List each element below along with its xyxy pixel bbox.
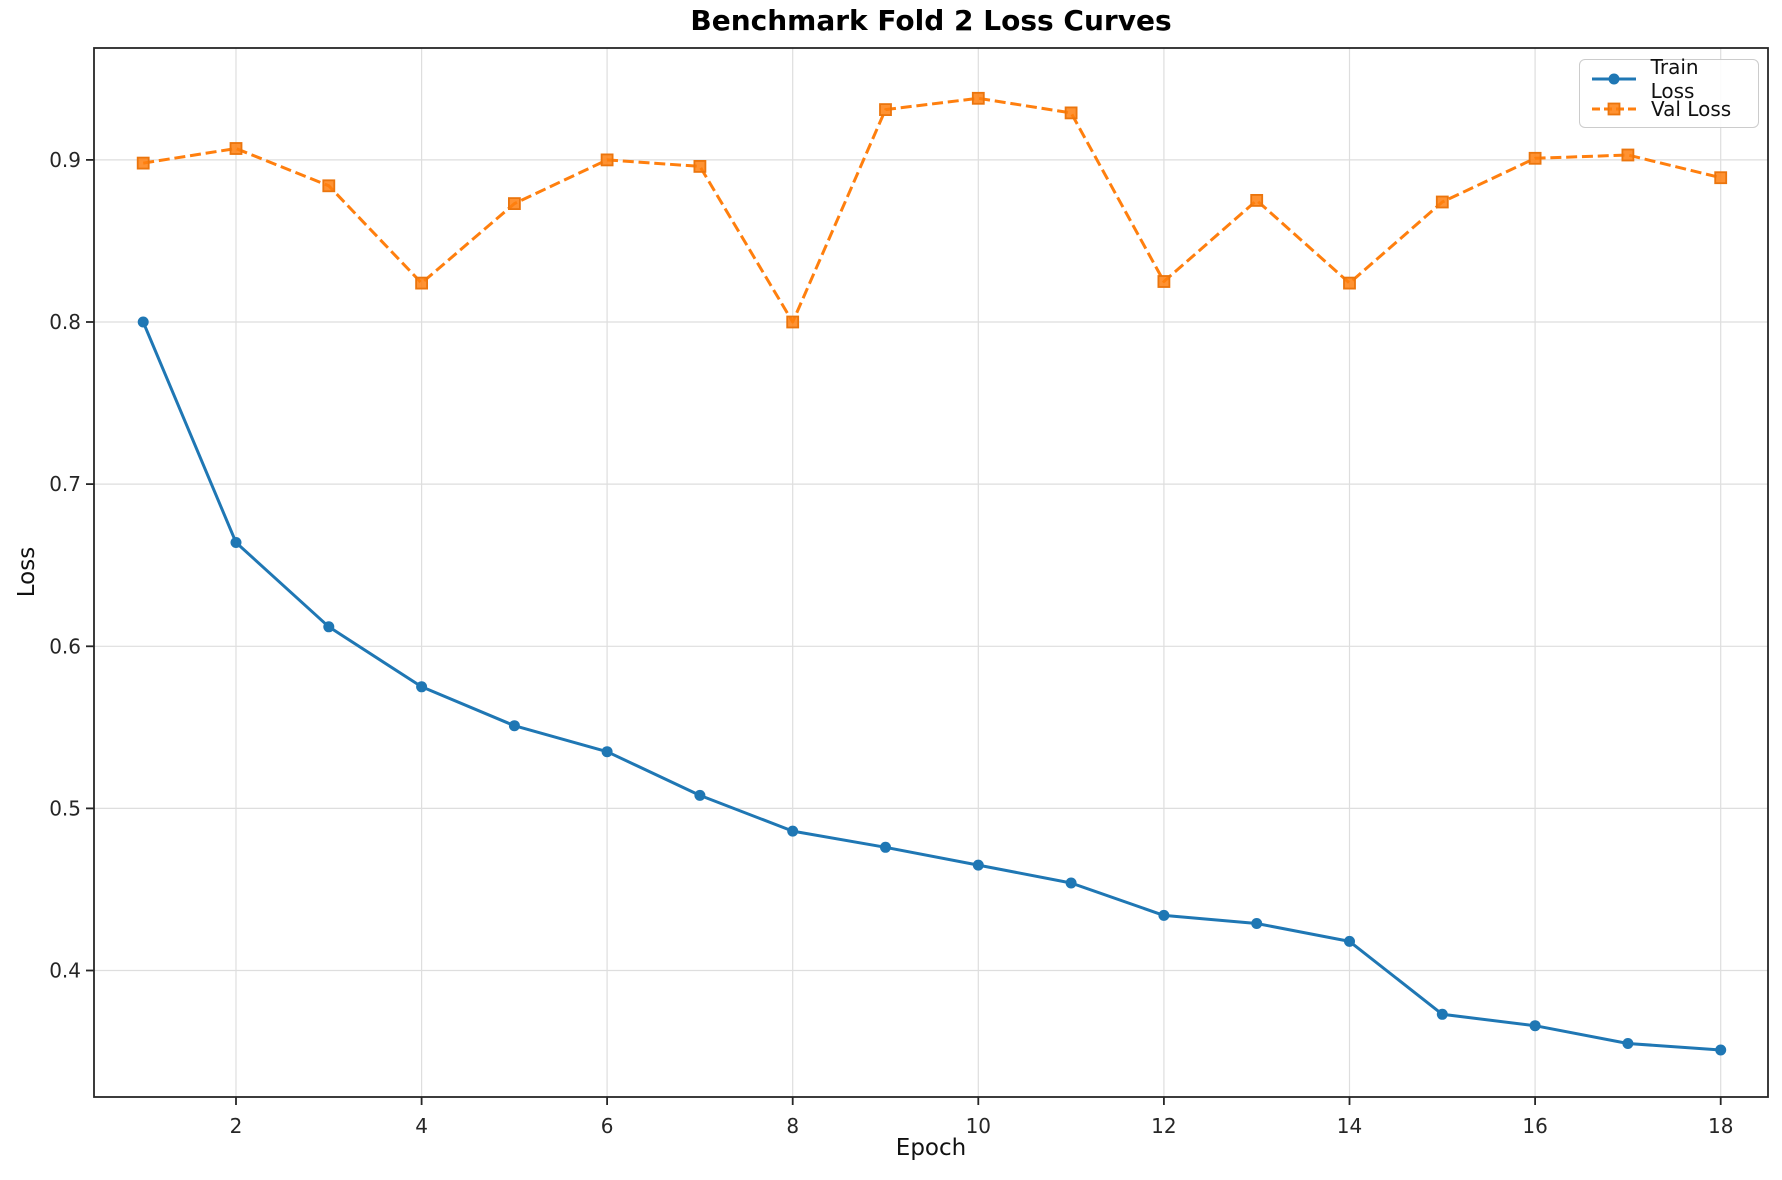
svg-text:0.6: 0.6 <box>49 634 81 658</box>
chart-title: Benchmark Fold 2 Loss Curves <box>690 4 1172 37</box>
gridlines <box>94 48 1768 1097</box>
svg-text:14: 14 <box>1337 1114 1362 1138</box>
plot-border <box>93 47 1769 1098</box>
legend-line-sample-icon <box>1592 102 1636 115</box>
svg-text:8: 8 <box>786 1114 799 1138</box>
svg-text:16: 16 <box>1522 1114 1547 1138</box>
svg-text:0.5: 0.5 <box>49 796 81 820</box>
svg-text:6: 6 <box>601 1114 614 1138</box>
legend-line-sample-icon <box>1592 73 1636 84</box>
svg-text:12: 12 <box>1151 1114 1176 1138</box>
tick-labels: 2 4 6 8 10 12 14 16 18 0.4 0.5 0.6 0.7 0.8 0.9 <box>49 148 1733 1138</box>
svg-text:0.9: 0.9 <box>49 148 81 172</box>
svg-text:10: 10 <box>966 1114 991 1138</box>
legend: Train Loss Val Loss <box>1579 55 1759 128</box>
y-axis-label: Loss <box>14 546 40 598</box>
svg-text:4: 4 <box>415 1114 428 1138</box>
svg-text:2: 2 <box>230 1114 243 1138</box>
legend-item-label: Train Loss <box>1650 54 1699 103</box>
svg-text:0.7: 0.7 <box>49 472 81 496</box>
x-axis-label: Epoch <box>895 1135 967 1161</box>
series-val-loss <box>136 91 1728 329</box>
svg-text:0.4: 0.4 <box>49 959 81 983</box>
legend-item: Val Loss <box>1590 95 1748 122</box>
legend-item-label: Val Loss <box>1651 96 1732 121</box>
series-train-loss <box>137 316 1727 1056</box>
svg-text:0.8: 0.8 <box>49 310 81 334</box>
svg-text:18: 18 <box>1708 1114 1733 1138</box>
legend-item: Train Loss <box>1590 55 1748 103</box>
tick-marks <box>86 158 1722 1105</box>
